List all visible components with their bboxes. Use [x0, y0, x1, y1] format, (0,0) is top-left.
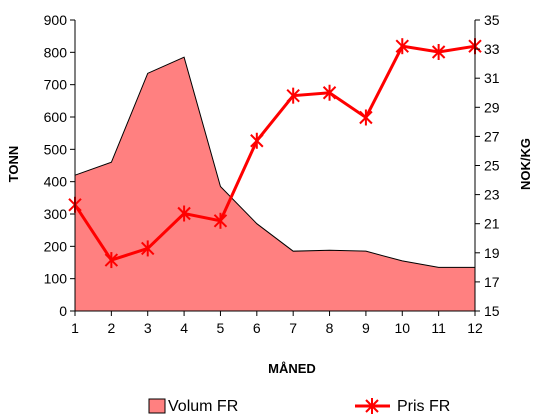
left-tick-label: 0	[59, 303, 67, 319]
x-axis-title: MÅNED	[268, 361, 316, 376]
area-volum-fr	[74, 56, 476, 312]
left-tick-label: 500	[44, 141, 68, 157]
x-tick-label: 6	[253, 320, 261, 336]
right-tick-label: 17	[484, 274, 500, 290]
right-tick-label: 19	[484, 245, 500, 261]
left-tick-label: 300	[44, 206, 68, 222]
legend-label-volum: Volum FR	[168, 398, 238, 415]
left-tick-label: 800	[44, 44, 68, 60]
marker-pris-fr	[395, 38, 409, 55]
x-axis: 1 2 3 4 5 6 7 8 9 10 11 12	[71, 310, 483, 336]
right-tick-label: 15	[484, 303, 500, 319]
x-tick-label: 2	[107, 320, 115, 336]
left-tick-label: 400	[44, 174, 68, 190]
marker-pris-fr	[104, 252, 119, 269]
marker-pris-fr	[286, 87, 300, 104]
left-tick-label: 200	[44, 238, 68, 254]
right-tick-label: 25	[484, 158, 500, 174]
left-tick-label: 700	[44, 77, 68, 93]
marker-pris-fr	[359, 109, 373, 126]
x-tick-label: 3	[144, 320, 152, 336]
legend-swatch-volum	[148, 398, 166, 414]
right-tick-label: 21	[484, 216, 500, 232]
plot-area	[68, 38, 482, 312]
right-y-axis: 15 17 19 21 23 25 27 29 31 33 35	[474, 12, 500, 319]
marker-pris-fr	[431, 44, 446, 61]
right-tick-label: 33	[484, 41, 500, 57]
left-tick-label: 100	[44, 271, 68, 287]
x-tick-label: 8	[326, 320, 334, 336]
legend-label-pris: Pris FR	[397, 398, 450, 415]
right-tick-label: 27	[484, 128, 500, 144]
left-y-axis: 0 100 200 300 400 500 600 700 800 900	[44, 12, 76, 319]
right-tick-label: 31	[484, 70, 500, 86]
legend: Volum FR Pris FR	[148, 398, 450, 415]
x-tick-label: 5	[217, 320, 225, 336]
right-y-axis-title: NOK/KG	[518, 138, 533, 190]
left-y-axis-title: TONN	[6, 146, 21, 183]
left-tick-label: 600	[44, 109, 68, 125]
x-tick-label: 12	[467, 320, 483, 336]
marker-pris-fr	[177, 205, 191, 222]
right-tick-label: 29	[484, 99, 500, 115]
legend-marker-pris	[365, 398, 379, 414]
x-tick-label: 10	[394, 320, 410, 336]
line-pris-fr	[73, 44, 476, 262]
marker-pris-fr	[322, 84, 337, 101]
x-tick-label: 7	[289, 320, 297, 336]
right-tick-label: 35	[484, 12, 500, 28]
x-tick-label: 11	[431, 320, 446, 336]
marker-pris-fr	[213, 212, 228, 229]
x-tick-label: 1	[71, 320, 79, 336]
marker-pris-fr	[141, 240, 155, 257]
x-tick-label: 4	[180, 320, 188, 336]
x-tick-label: 9	[362, 320, 370, 336]
left-tick-label: 900	[44, 12, 68, 28]
marker-pris-fr	[250, 132, 264, 149]
right-tick-label: 23	[484, 187, 500, 203]
